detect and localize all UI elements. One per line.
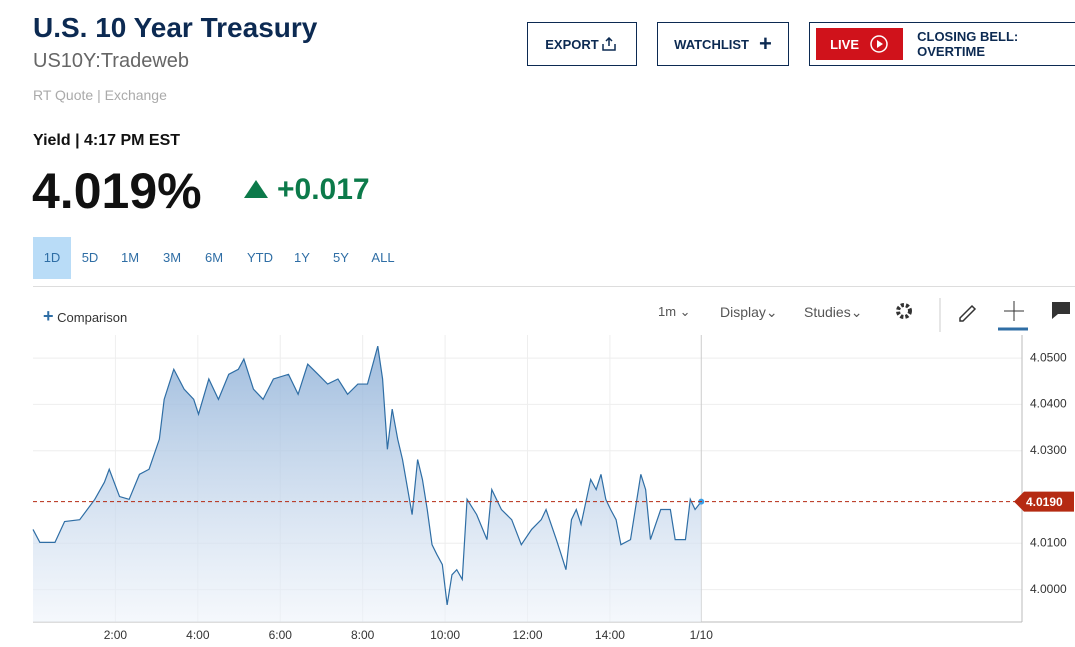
reference-label: 4.0190: [1026, 495, 1063, 509]
live-badge: LIVE: [816, 28, 904, 60]
symbol: US10Y:Tradeweb: [33, 50, 190, 72]
quote-type: RT Quote | Exchange: [33, 87, 167, 103]
comparison-button[interactable]: + Comparison: [43, 306, 128, 326]
studies-label: Studies: [804, 304, 851, 320]
reference-badge: [1014, 491, 1074, 512]
range-tab[interactable]: 6M: [204, 250, 224, 265]
x-tick-label: 8:00: [351, 628, 375, 642]
change: +0.017: [277, 173, 370, 206]
yield-time: Yield | 4:17 PM EST: [33, 132, 181, 149]
y-tick-label: 4.0100: [1030, 535, 1067, 549]
range-tab[interactable]: 3M: [162, 250, 182, 265]
comparison-label: Comparison: [57, 310, 128, 325]
range-tab[interactable]: 1D: [33, 237, 71, 279]
watchlist-button[interactable]: WATCHLIST +: [657, 22, 789, 66]
line: [32, 345, 702, 605]
display-label: Display: [720, 304, 766, 320]
play-icon: [870, 35, 888, 53]
y-tick-label: 4.0400: [1030, 397, 1067, 411]
export-label: EXPORT: [545, 36, 599, 52]
title: U.S. 10 Year Treasury: [33, 12, 318, 43]
range-tab[interactable]: YTD: [247, 250, 273, 265]
chart: 4.0000 4.0100 4.0300 4.0400 4.0500 2:00 4:00 6:…: [32, 335, 1074, 642]
export-icon: [601, 37, 616, 51]
chart-tools: [896, 298, 1070, 332]
range-tab[interactable]: 1Y: [294, 250, 310, 265]
range-tab[interactable]: 5Y: [333, 250, 349, 265]
live-label: LIVE: [830, 36, 859, 52]
live-show: CLOSING BELL: OVERTIME: [917, 29, 1019, 59]
x-tick-label: 2:00: [104, 628, 128, 642]
watchlist-label: WATCHLIST: [674, 36, 749, 52]
x-tick-label: 14:00: [595, 628, 625, 642]
price: 4.019%: [32, 163, 202, 219]
studies-menu[interactable]: Studies⌄: [804, 304, 863, 320]
plus-icon: +: [759, 31, 772, 56]
x-tick-label: 6:00: [269, 628, 293, 642]
y-tick-label: 4.0300: [1030, 443, 1067, 457]
export-button[interactable]: EXPORT: [527, 22, 637, 66]
y-tick-label: 4.0000: [1030, 582, 1067, 596]
x-tick-label: 4:00: [186, 628, 210, 642]
range-tab[interactable]: 5D: [81, 250, 99, 265]
divider: [33, 286, 1075, 287]
area-fill: [33, 346, 702, 622]
interval-label: 1m: [658, 304, 677, 319]
y-tick-label: 4.0500: [1030, 350, 1067, 364]
range-tab[interactable]: 1M: [120, 250, 140, 265]
interval-menu[interactable]: 1m ⌄: [658, 304, 691, 319]
display-menu[interactable]: Display⌄: [720, 304, 778, 320]
x-tick-label: 10:00: [430, 628, 460, 642]
live-button[interactable]: LIVE CLOSING BELL: OVERTIME: [809, 22, 1075, 66]
up-arrow: [244, 180, 268, 198]
x-tick-label: 12:00: [512, 628, 542, 642]
x-tick-label: 1/10: [690, 628, 714, 642]
range-tab[interactable]: ALL: [371, 250, 395, 265]
